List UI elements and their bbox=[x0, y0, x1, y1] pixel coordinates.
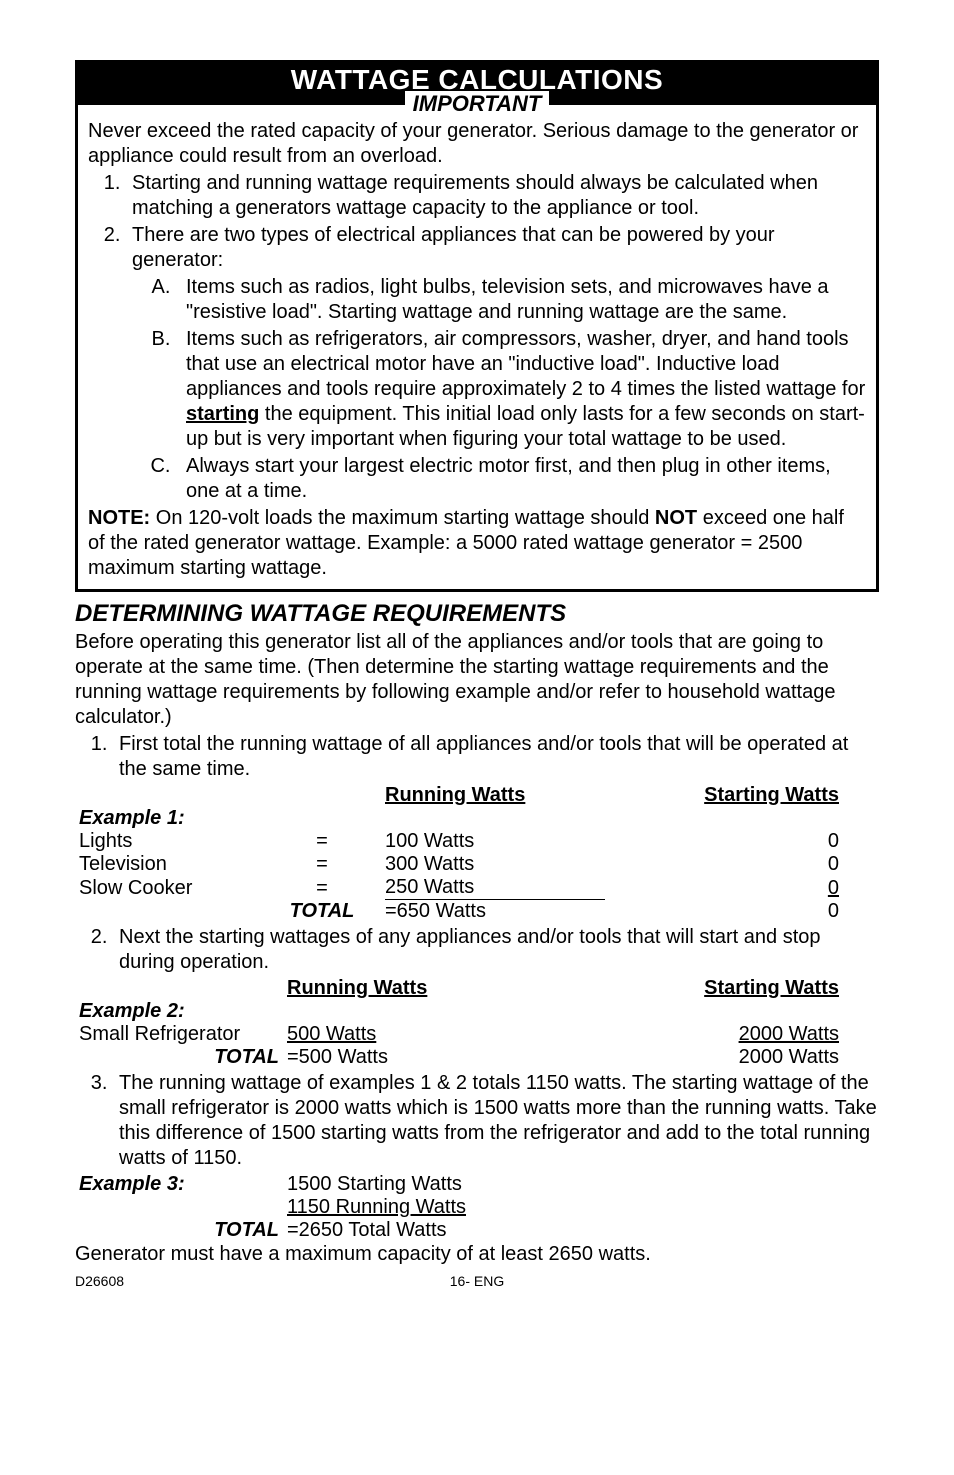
important-2b-bold: starting bbox=[186, 403, 259, 425]
conclusion: Generator must have a maximum capacity o… bbox=[75, 1242, 879, 1267]
table-header-row-2: Running Watts Starting Watts bbox=[75, 977, 879, 1000]
example1-label: Example 1: bbox=[75, 807, 879, 830]
header-running-2: Running Watts bbox=[283, 977, 511, 1000]
step-list-2: Next the starting wattages of any applia… bbox=[75, 925, 879, 975]
ex1-r3-eq: = bbox=[263, 876, 381, 900]
table-row: Example 3: 1500 Starting Watts bbox=[75, 1173, 879, 1196]
determining-intro: Before operating this generator list all… bbox=[75, 630, 879, 730]
determining-heading: DETERMINING WATTAGE REQUIREMENTS bbox=[75, 600, 879, 628]
example2-label: Example 2: bbox=[75, 1000, 879, 1023]
important-box: IMPORTANT Never exceed the rated capacit… bbox=[75, 102, 879, 592]
ex3-l1: 1500 Starting Watts bbox=[283, 1173, 879, 1196]
ex1-r1-eq: = bbox=[263, 830, 381, 853]
ex2-r1-run: 500 Watts bbox=[287, 1023, 376, 1045]
ex2-total-run: =500 Watts bbox=[283, 1046, 511, 1069]
ex2-total-label: TOTAL bbox=[75, 1046, 283, 1069]
ex3-l2: 1150 Running Watts bbox=[287, 1196, 466, 1218]
example3-table: Example 3: 1500 Starting Watts 1150 Runn… bbox=[75, 1173, 879, 1242]
important-2b-pre: Items such as refrigerators, air compres… bbox=[186, 328, 865, 400]
important-label: IMPORTANT bbox=[405, 91, 550, 117]
important-intro: Never exceed the rated capacity of your … bbox=[88, 119, 866, 169]
important-2b-post: the equipment. This initial load only la… bbox=[186, 403, 865, 450]
important-item-2-lead: There are two types of electrical applia… bbox=[132, 224, 775, 271]
ex1-r3-run: 250 Watts bbox=[385, 876, 605, 900]
table-row: Slow Cooker = 250 Watts 0 bbox=[75, 876, 879, 900]
ex1-total-run: =650 Watts bbox=[381, 900, 669, 923]
table-row-total: TOTAL =500 Watts 2000 Watts bbox=[75, 1046, 879, 1069]
header-starting-2: Starting Watts bbox=[527, 977, 879, 1000]
example2-label-row: Example 2: bbox=[75, 1000, 879, 1023]
ex2-r1-name: Small Refrigerator bbox=[75, 1023, 283, 1046]
table-row: Small Refrigerator 500 Watts 2000 Watts bbox=[75, 1023, 879, 1046]
ex1-r1-run: 100 Watts bbox=[381, 830, 669, 853]
table-row: 1150 Running Watts bbox=[75, 1196, 879, 1219]
table-row-total: TOTAL =650 Watts 0 bbox=[75, 900, 879, 923]
ex3-total-label: TOTAL bbox=[75, 1219, 283, 1242]
important-item-2a: Items such as radios, light bulbs, telev… bbox=[176, 275, 866, 325]
ex3-total-val: =2650 Total Watts bbox=[283, 1219, 879, 1242]
important-note: NOTE: On 120-volt loads the maximum star… bbox=[88, 506, 866, 581]
ex1-total-label: TOTAL bbox=[263, 900, 381, 923]
important-list: Starting and running wattage requirement… bbox=[88, 171, 866, 504]
ex2-r1-start: 2000 Watts bbox=[739, 1023, 839, 1045]
step-list-3: The running wattage of examples 1 & 2 to… bbox=[75, 1071, 879, 1171]
important-item-2c: Always start your largest electric motor… bbox=[176, 454, 866, 504]
page-footer: D26608 16- ENG bbox=[75, 1273, 879, 1291]
example3-label: Example 3: bbox=[75, 1173, 283, 1196]
ex1-total-start: 0 bbox=[669, 900, 879, 923]
important-item-2b: Items such as refrigerators, air compres… bbox=[176, 327, 866, 452]
step-1: First total the running wattage of all a… bbox=[113, 732, 879, 782]
footer-left: D26608 bbox=[75, 1273, 124, 1289]
footer-center: 16- ENG bbox=[450, 1273, 504, 1289]
example2-table: Running Watts Starting Watts Example 2: … bbox=[75, 977, 879, 1069]
header-running: Running Watts bbox=[381, 784, 669, 807]
table-row: Television = 300 Watts 0 bbox=[75, 853, 879, 876]
important-sublist: Items such as radios, light bulbs, telev… bbox=[132, 275, 866, 504]
table-row: Lights = 100 Watts 0 bbox=[75, 830, 879, 853]
example1-label-row: Example 1: bbox=[75, 807, 879, 830]
ex1-r2-eq: = bbox=[263, 853, 381, 876]
ex1-r2-run: 300 Watts bbox=[381, 853, 669, 876]
ex1-r2-name: Television bbox=[75, 853, 263, 876]
table-header-row: Running Watts Starting Watts bbox=[75, 784, 879, 807]
ex1-r2-start: 0 bbox=[669, 853, 879, 876]
ex1-r1-name: Lights bbox=[75, 830, 263, 853]
ex2-total-start: 2000 Watts bbox=[527, 1046, 879, 1069]
example1-table: Running Watts Starting Watts Example 1: … bbox=[75, 784, 879, 923]
note-bold: NOT bbox=[655, 507, 697, 529]
step-3: The running wattage of examples 1 & 2 to… bbox=[113, 1071, 879, 1171]
ex1-r3-start: 0 bbox=[828, 877, 839, 899]
important-item-1: Starting and running wattage requirement… bbox=[126, 171, 866, 221]
important-item-2: There are two types of electrical applia… bbox=[126, 223, 866, 504]
step-list-1: First total the running wattage of all a… bbox=[75, 732, 879, 782]
note-label: NOTE: bbox=[88, 507, 150, 529]
step-2: Next the starting wattages of any applia… bbox=[113, 925, 879, 975]
note-pre: On 120-volt loads the maximum starting w… bbox=[150, 507, 655, 529]
ex1-r1-start: 0 bbox=[669, 830, 879, 853]
header-starting: Starting Watts bbox=[669, 784, 879, 807]
table-row-total: TOTAL =2650 Total Watts bbox=[75, 1219, 879, 1242]
ex1-r3-name: Slow Cooker bbox=[75, 876, 263, 900]
